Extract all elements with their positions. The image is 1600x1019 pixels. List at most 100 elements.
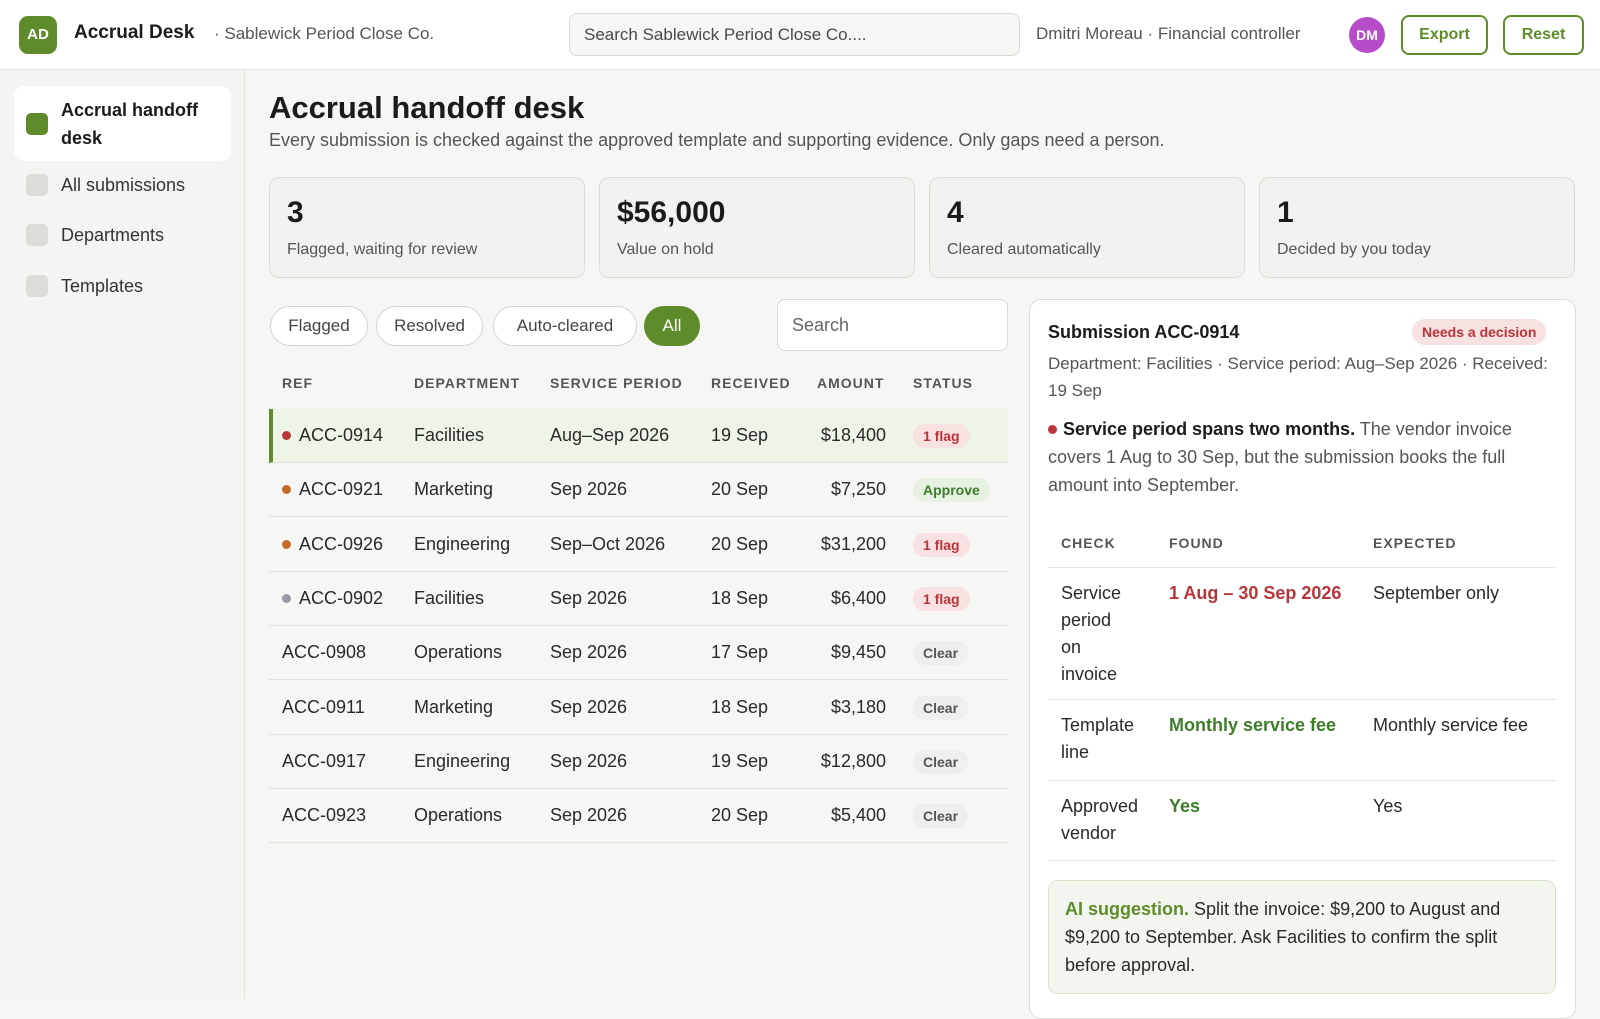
sidebar-item-label: Templates — [61, 276, 144, 296]
stat-value: 1 — [1277, 196, 1294, 229]
global-search-input[interactable] — [569, 13, 1020, 56]
cell-amount: $5,400 — [830, 805, 886, 825]
filter-tab-flagged[interactable]: Flagged — [270, 306, 368, 346]
ref-text: ACC-0923 — [282, 805, 367, 825]
avatar[interactable]: DM — [1349, 17, 1385, 53]
cell-received: 18 Sep — [711, 588, 769, 608]
sidebar-item-label: All submissions — [61, 175, 186, 195]
check-found: Yes — [1169, 796, 1201, 816]
sidebar-item-label: Accrual handoff desk — [61, 99, 199, 148]
detail-title: Submission ACC-0914 — [1048, 322, 1240, 342]
stat-card-value-on-hold: $56,000 Value on hold — [599, 177, 915, 278]
ai-suggestion-box: AI suggestion. Split the invoice: $9,200… — [1048, 880, 1556, 994]
reset-button[interactable]: Reset — [1503, 15, 1584, 55]
status-badge: 1 flag — [913, 424, 970, 448]
stat-card-cleared: 4 Cleared automatically — [929, 177, 1245, 278]
cell-department: Operations — [414, 642, 503, 662]
stat-card-flagged: 3 Flagged, waiting for review — [269, 177, 585, 278]
column-header-department[interactable]: DEPARTMENT — [414, 375, 521, 391]
company-name: · Sablewick Period Close Co. — [214, 24, 435, 43]
check-row: Approved vendor Yes Yes — [1048, 781, 1556, 861]
cell-service-period: Sep 2026 — [550, 697, 628, 717]
export-button[interactable]: Export — [1401, 15, 1488, 55]
stat-value: 3 — [287, 196, 304, 229]
stat-label: Value on hold — [617, 241, 714, 258]
expected-column-header: EXPECTED — [1373, 535, 1457, 551]
cell-department: Operations — [414, 805, 503, 825]
sidebar-item-departments[interactable]: Departments — [14, 220, 231, 250]
status-dot-icon — [282, 484, 291, 494]
filter-tab-resolved[interactable]: Resolved — [376, 306, 483, 346]
column-header-ref[interactable]: REF — [282, 375, 313, 391]
table-row[interactable]: ACC-0917 Engineering Sep 2026 19 Sep $12,800… — [269, 735, 1008, 789]
alert-dot-icon — [1048, 424, 1057, 434]
stat-label: Cleared automatically — [947, 241, 1101, 258]
ref-text: ACC-0921 — [299, 479, 384, 499]
check-name: Approved vendor — [1061, 796, 1139, 843]
ref-text: ACC-0914 — [299, 425, 384, 445]
table-row[interactable]: ACC-0911 Marketing Sep 2026 18 Sep $3,180 Cle… — [269, 681, 1008, 735]
ai-suggestion-text: Split the invoice: $9,200 to August and … — [1065, 899, 1501, 975]
cell-service-period: Sep 2026 — [550, 479, 628, 499]
cell-ref: ACC-0921 — [282, 463, 383, 515]
page-title: Accrual handoff desk — [269, 90, 585, 125]
table-row[interactable]: ACC-0921 Marketing Sep 2026 20 Sep $7,250 App… — [269, 463, 1008, 517]
check-row: Service period on invoice 1 Aug – 30 Sep… — [1048, 568, 1556, 700]
submission-detail-panel: Submission ACC-0914 Needs a decision Dep… — [1029, 299, 1576, 1019]
cell-ref: ACC-0923 — [282, 789, 366, 841]
ref-text: ACC-0926 — [299, 534, 384, 554]
check-row: Template line Monthly service fee Monthl… — [1048, 700, 1556, 781]
issue-text: The vendor invoice covers 1 Aug to 30 Se… — [1048, 419, 1512, 495]
cell-service-period: Sep 2026 — [550, 642, 628, 662]
sidebar-item-all-submissions[interactable]: All submissions — [14, 170, 231, 200]
table-row[interactable]: ACC-0923 Operations Sep 2026 20 Sep $5,400 Cl… — [269, 789, 1008, 843]
column-header-status[interactable]: STATUS — [913, 375, 973, 391]
cell-amount: $31,200 — [820, 534, 886, 554]
sidebar: Accrual handoff desk All submissions Dep… — [0, 70, 245, 999]
page-subtitle: Every submission is checked against the … — [269, 130, 1165, 150]
cell-received: 19 Sep — [711, 425, 769, 445]
cell-service-period: Aug–Sep 2026 — [550, 425, 670, 445]
check-found: Monthly service fee — [1169, 715, 1337, 735]
status-dot-icon — [282, 539, 291, 549]
status-badge: 1 flag — [913, 587, 970, 611]
check-found: 1 Aug – 30 Sep 2026 — [1169, 583, 1342, 603]
cell-ref: ACC-0911 — [282, 681, 365, 733]
filter-tab-all[interactable]: All — [644, 306, 700, 346]
cell-received: 20 Sep — [711, 534, 769, 554]
check-column-header: CHECK — [1061, 535, 1116, 551]
nav-square-icon — [26, 224, 48, 246]
column-header-amount[interactable]: AMOUNT — [817, 375, 885, 391]
check-expected: Yes — [1373, 796, 1403, 816]
status-badge: Clear — [913, 804, 969, 828]
ai-suggestion-label: AI suggestion. — [1065, 899, 1190, 919]
sidebar-item-accrual-handoff-desk[interactable]: Accrual handoff desk — [14, 86, 231, 161]
table-search-input[interactable] — [777, 299, 1008, 351]
filter-tab-auto-cleared[interactable]: Auto-cleared — [493, 306, 637, 346]
table-row[interactable]: ACC-0902 Facilities Sep 2026 18 Sep $6,400 1 … — [269, 572, 1008, 626]
check-header-divider — [1048, 567, 1556, 568]
sidebar-item-templates[interactable]: Templates — [14, 271, 231, 301]
app-name: Accrual Desk — [74, 22, 195, 43]
table-row[interactable]: ACC-0908 Operations Sep 2026 17 Sep $9,450 Cl… — [269, 626, 1008, 680]
cell-received: 17 Sep — [711, 642, 769, 662]
nav-square-icon — [26, 174, 48, 196]
status-badge: Clear — [913, 641, 969, 665]
table-row[interactable]: ACC-0914 Facilities Aug–Sep 2026 19 Sep $18,… — [269, 409, 1008, 463]
issue-summary: Service period spans two months. The ven… — [1048, 415, 1543, 499]
check-name: Service period on invoice — [1061, 583, 1122, 684]
cell-received: 19 Sep — [711, 751, 769, 771]
ref-text: ACC-0917 — [282, 751, 367, 771]
table-row[interactable]: ACC-0926 Engineering Sep–Oct 2026 20 Sep $31… — [269, 518, 1008, 572]
cell-department: Engineering — [414, 751, 511, 771]
cell-department: Facilities — [414, 588, 485, 608]
cell-received: 20 Sep — [711, 805, 769, 825]
column-header-service-period[interactable]: SERVICE PERIOD — [550, 375, 683, 391]
app-logo: AD — [19, 16, 57, 54]
cell-amount: $18,400 — [820, 425, 886, 445]
ref-text: ACC-0908 — [282, 642, 367, 662]
status-badge: Needs a decision — [1412, 319, 1547, 345]
cell-amount: $9,450 — [830, 642, 886, 662]
sidebar-item-label: Departments — [61, 225, 165, 245]
column-header-received[interactable]: RECEIVED — [711, 375, 791, 391]
